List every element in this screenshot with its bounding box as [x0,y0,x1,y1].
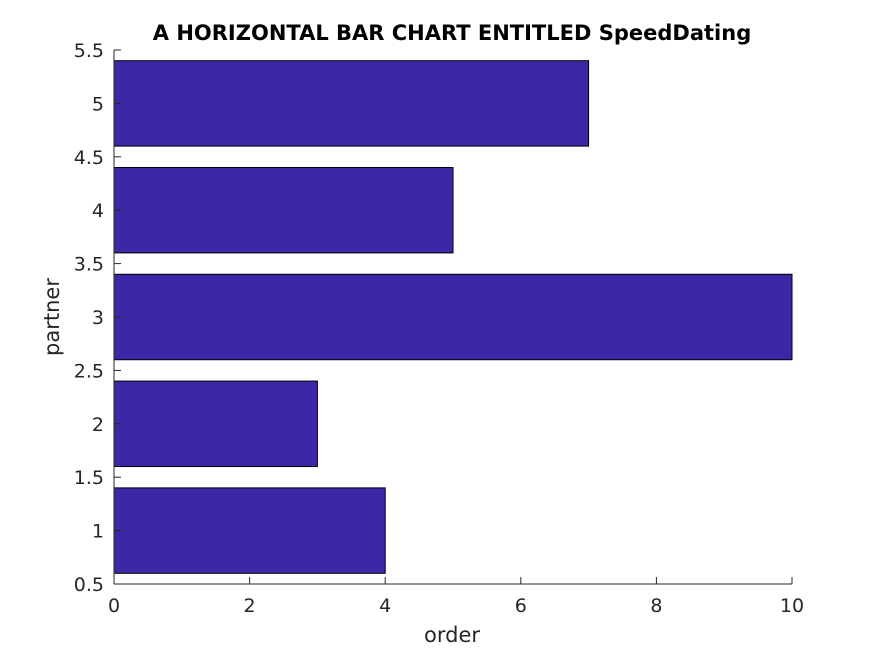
y-tick-label: 4.5 [74,147,104,169]
y-tick-label: 1 [92,521,104,543]
y-tick-label: 1.5 [74,467,104,489]
y-tick-label: 4 [92,200,104,222]
x-tick-label: 6 [515,595,527,617]
y-tick-label: 5 [92,93,104,115]
x-axis-label: order [424,623,480,647]
chart-title: A HORIZONTAL BAR CHART ENTITLED SpeedDat… [153,21,751,45]
y-ticks: 0.5 1 1.5 2 2.5 3 3.5 4 4.5 5 5.5 [74,40,121,596]
y-tick-label: 3.5 [74,254,104,276]
y-tick-label: 2.5 [74,360,104,382]
bars-layer [113,60,793,574]
x-tick-label: 2 [244,595,256,617]
y-tick-label: 3 [92,307,104,329]
y-tick-label: 5.5 [74,40,104,62]
bar-partner-1 [113,487,386,574]
bar-partner-4 [113,166,454,254]
y-axis-label: partner [40,278,64,356]
x-tick-label: 8 [650,595,662,617]
x-tick-label: 4 [379,595,391,617]
bar-partner-2 [113,380,318,468]
x-ticks: 0 2 4 6 8 10 [108,577,804,617]
bar-partner-5 [113,60,590,147]
x-tick-label: 10 [780,595,804,617]
y-tick-label: 0.5 [74,574,104,596]
x-tick-label: 0 [108,595,120,617]
bar-partner-3 [113,273,793,361]
y-tick-label: 2 [92,414,104,436]
